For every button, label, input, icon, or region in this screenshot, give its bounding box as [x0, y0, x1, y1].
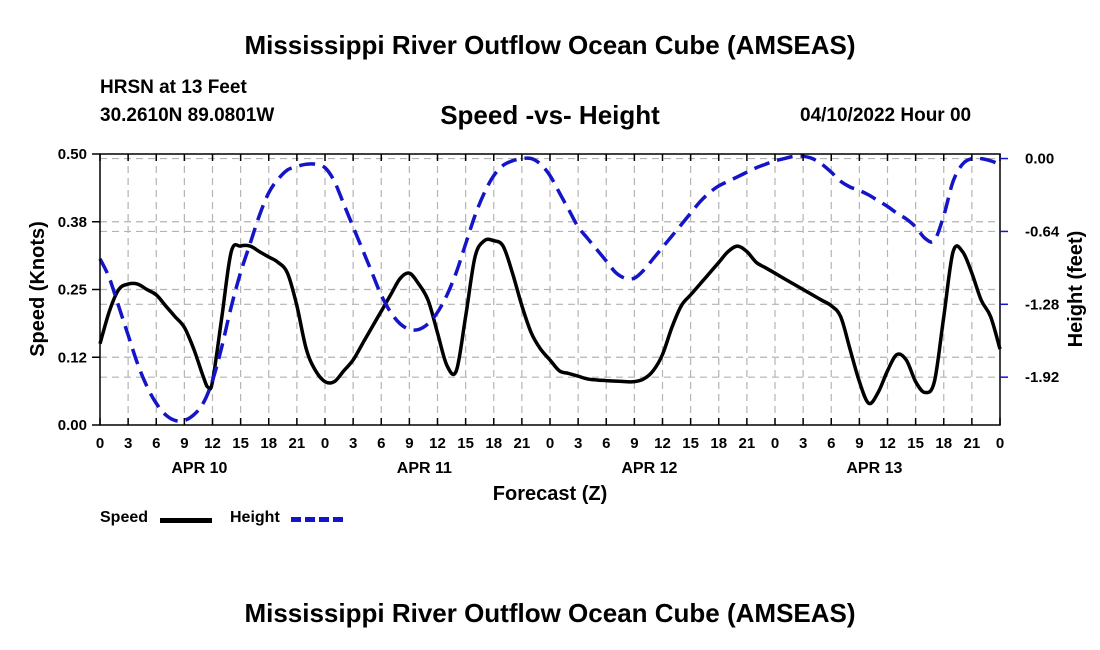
y-tick-label: 0.50 — [58, 146, 87, 163]
x-tick-label: 3 — [124, 435, 132, 452]
x-tick-label: 18 — [935, 435, 952, 452]
legend-speed-label: Speed — [100, 509, 149, 526]
axes-layer: 0 3 6 9 12 15 18 21 0 3 6 9 12 15 18 21 0 3 6 9 12 15 18 21 0 3 6 9… — [58, 146, 1060, 477]
main-title: Mississippi River Outflow Ocean Cube (AM… — [244, 30, 856, 60]
x-tick-label: 15 — [457, 435, 474, 452]
x-tick-label: 15 — [907, 435, 924, 452]
x-tick-label: 21 — [514, 435, 531, 452]
footer-title: Mississippi River Outflow Ocean Cube (AM… — [244, 598, 856, 628]
day-label: APR 12 — [621, 460, 677, 477]
legend-height-swatch — [291, 517, 343, 522]
x-tick-label: 0 — [321, 435, 329, 452]
y2-axis-label: Height (feet) — [1065, 231, 1087, 348]
day-label: APR 13 — [846, 460, 902, 477]
y-axis-label: Speed (Knots) — [27, 221, 49, 357]
x-tick-label: 9 — [855, 435, 863, 452]
x-tick-label: 18 — [710, 435, 727, 452]
x-tick-label: 21 — [289, 435, 306, 452]
y2-tick-label: -1.92 — [1025, 369, 1059, 386]
x-tick-label: 6 — [827, 435, 835, 452]
y-tick-label: 0.38 — [58, 214, 87, 231]
x-tick-label: 15 — [232, 435, 249, 452]
x-tick-label: 18 — [260, 435, 277, 452]
x-tick-label: 3 — [574, 435, 582, 452]
x-tick-label: 6 — [377, 435, 385, 452]
y-tick-label: 0.12 — [58, 349, 87, 366]
y2-tick-label: -1.28 — [1025, 296, 1059, 313]
x-tick-label: 9 — [630, 435, 638, 452]
x-tick-label: 3 — [799, 435, 807, 452]
chart-subtitle: Speed -vs- Height — [440, 100, 660, 130]
x-tick-label: 0 — [996, 435, 1004, 452]
x-tick-label: 9 — [180, 435, 188, 452]
x-tick-label: 12 — [204, 435, 221, 452]
x-tick-label: 12 — [429, 435, 446, 452]
x-tick-label: 3 — [349, 435, 357, 452]
x-tick-label: 6 — [602, 435, 610, 452]
y2-tick-label: 0.00 — [1025, 151, 1054, 168]
x-tick-label: 18 — [485, 435, 502, 452]
x-tick-label: 0 — [771, 435, 779, 452]
y2-tick-label: -0.64 — [1025, 223, 1060, 240]
height-series-line — [98, 154, 1001, 423]
y-tick-label: 0.25 — [58, 282, 87, 299]
x-tick-label: 0 — [546, 435, 554, 452]
x-tick-label: 21 — [739, 435, 756, 452]
station-label: HRSN at 13 Feet — [100, 77, 247, 98]
x-tick-label: 15 — [682, 435, 699, 452]
series-layer — [98, 154, 1002, 423]
datetime-label: 04/10/2022 Hour 00 — [800, 105, 972, 126]
y-tick-label: 0.00 — [58, 417, 87, 434]
x-tick-label: 12 — [879, 435, 896, 452]
speed-height-chart: 0 3 6 9 12 15 18 21 0 3 6 9 12 15 18 21 0 3 6 9 12 15 18 21 0 3 6 9… — [27, 146, 1087, 505]
coordinates-label: 30.2610N 89.0801W — [100, 105, 275, 126]
x-tick-label: 12 — [654, 435, 671, 452]
x-tick-label: 21 — [964, 435, 981, 452]
x-tick-label: 9 — [405, 435, 413, 452]
day-label: APR 11 — [397, 460, 452, 477]
legend-height-label: Height — [230, 509, 280, 526]
speed-series-line — [98, 237, 1002, 406]
x-tick-label: 6 — [152, 435, 160, 452]
x-tick-label: 0 — [96, 435, 104, 452]
legend-speed-swatch — [160, 518, 212, 523]
day-label: APR 10 — [171, 460, 227, 477]
x-axis-label: Forecast (Z) — [493, 483, 607, 505]
